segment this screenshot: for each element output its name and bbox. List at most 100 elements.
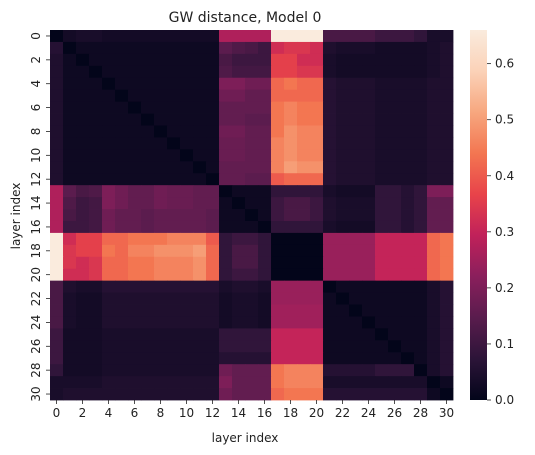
heatmap-cell <box>193 65 207 79</box>
heatmap-cell <box>427 161 441 174</box>
heatmap-cell <box>323 316 337 329</box>
heatmap-cell <box>89 77 103 91</box>
x-tick-label: 30 <box>439 406 454 420</box>
heatmap-cell <box>219 101 233 114</box>
heatmap-cell <box>128 77 142 91</box>
heatmap-cell <box>258 41 272 55</box>
heatmap-cell <box>388 137 402 150</box>
heatmap-cell <box>349 388 363 401</box>
heatmap-cell <box>310 388 324 401</box>
heatmap-cell <box>375 328 389 341</box>
heatmap-cell <box>232 280 246 293</box>
heatmap-cell <box>63 53 77 67</box>
heatmap-cell <box>349 340 363 353</box>
heatmap-cell <box>180 209 194 222</box>
heatmap-cell <box>375 244 389 258</box>
heatmap-cell <box>89 137 103 150</box>
heatmap-cell <box>128 232 142 246</box>
heatmap-cell <box>375 364 389 377</box>
heatmap-cell <box>440 209 454 222</box>
heatmap-cell <box>375 113 389 126</box>
heatmap-cell <box>323 161 337 174</box>
heatmap-cell <box>141 232 155 246</box>
heatmap-cell <box>141 89 155 103</box>
heatmap-cell <box>349 280 363 293</box>
heatmap-cell <box>102 125 116 138</box>
heatmap-cell <box>323 101 337 114</box>
heatmap-cell <box>271 256 285 270</box>
heatmap-cell <box>388 41 402 55</box>
heatmap-cell <box>128 316 142 329</box>
heatmap-cell <box>102 161 116 174</box>
colorbar-tick-label: 0.1 <box>495 337 514 351</box>
heatmap-cell <box>141 30 155 43</box>
heatmap-cell <box>167 89 181 103</box>
heatmap-cell <box>206 232 220 246</box>
heatmap-cell <box>388 101 402 114</box>
heatmap-cell <box>349 304 363 317</box>
heatmap-cell <box>362 352 376 365</box>
heatmap-cell <box>323 340 337 353</box>
heatmap-cell <box>167 149 181 162</box>
heatmap-cell <box>128 197 142 210</box>
heatmap-cell <box>336 256 350 270</box>
heatmap-cell <box>115 304 129 317</box>
heatmap-cell <box>128 328 142 341</box>
heatmap-cell <box>323 173 337 186</box>
heatmap-cell <box>180 340 194 353</box>
heatmap-cell <box>323 352 337 365</box>
heatmap-cell <box>271 125 285 138</box>
heatmap-cell <box>141 161 155 174</box>
heatmap-cell <box>102 209 116 222</box>
heatmap-cell <box>154 376 168 389</box>
heatmap-cell <box>141 101 155 114</box>
heatmap-cell <box>154 53 168 67</box>
heatmap-cell <box>180 125 194 138</box>
heatmap-cell <box>362 101 376 114</box>
heatmap-cell <box>180 280 194 293</box>
heatmap-cell <box>167 161 181 174</box>
heatmap-cell <box>115 232 129 246</box>
heatmap-cell <box>102 328 116 341</box>
x-tick-label: 28 <box>413 406 428 420</box>
heatmap-cell <box>414 220 428 234</box>
heatmap-cell <box>115 41 129 55</box>
heatmap-cell <box>284 65 298 79</box>
heatmap-cell <box>180 173 194 186</box>
heatmap-cell <box>284 388 298 401</box>
heatmap-cell <box>414 161 428 174</box>
heatmap-cell <box>232 268 246 282</box>
heatmap-cell <box>414 388 428 401</box>
heatmap-cell <box>206 149 220 162</box>
heatmap-cell <box>89 364 103 377</box>
heatmap-cell <box>258 328 272 341</box>
heatmap-cell <box>180 328 194 341</box>
heatmap-cell <box>193 340 207 353</box>
heatmap-cell <box>50 292 64 305</box>
heatmap-cell <box>245 280 259 293</box>
y-tick-label: 8 <box>29 128 43 136</box>
heatmap-cell <box>206 268 220 282</box>
heatmap-cell <box>76 352 90 365</box>
x-tick-label: 0 <box>53 406 61 420</box>
heatmap-cell <box>245 197 259 210</box>
heatmap-cell <box>297 77 311 91</box>
heatmap-cell <box>310 209 324 222</box>
heatmap-cell <box>375 173 389 186</box>
heatmap-cell <box>50 388 64 401</box>
heatmap-cell <box>219 268 233 282</box>
heatmap-cell <box>414 232 428 246</box>
heatmap-cell <box>206 244 220 258</box>
heatmap-cell <box>258 304 272 317</box>
heatmap-cell <box>336 185 350 198</box>
heatmap-cell <box>232 244 246 258</box>
heatmap-cell <box>206 304 220 317</box>
heatmap-cell <box>271 101 285 114</box>
heatmap-cell <box>258 185 272 198</box>
heatmap-cell <box>206 376 220 389</box>
heatmap-cell <box>63 197 77 210</box>
heatmap-cell <box>76 209 90 222</box>
heatmap-cell <box>440 89 454 103</box>
colorbar-tick-label: 0.2 <box>495 281 514 295</box>
heatmap-cell <box>297 185 311 198</box>
